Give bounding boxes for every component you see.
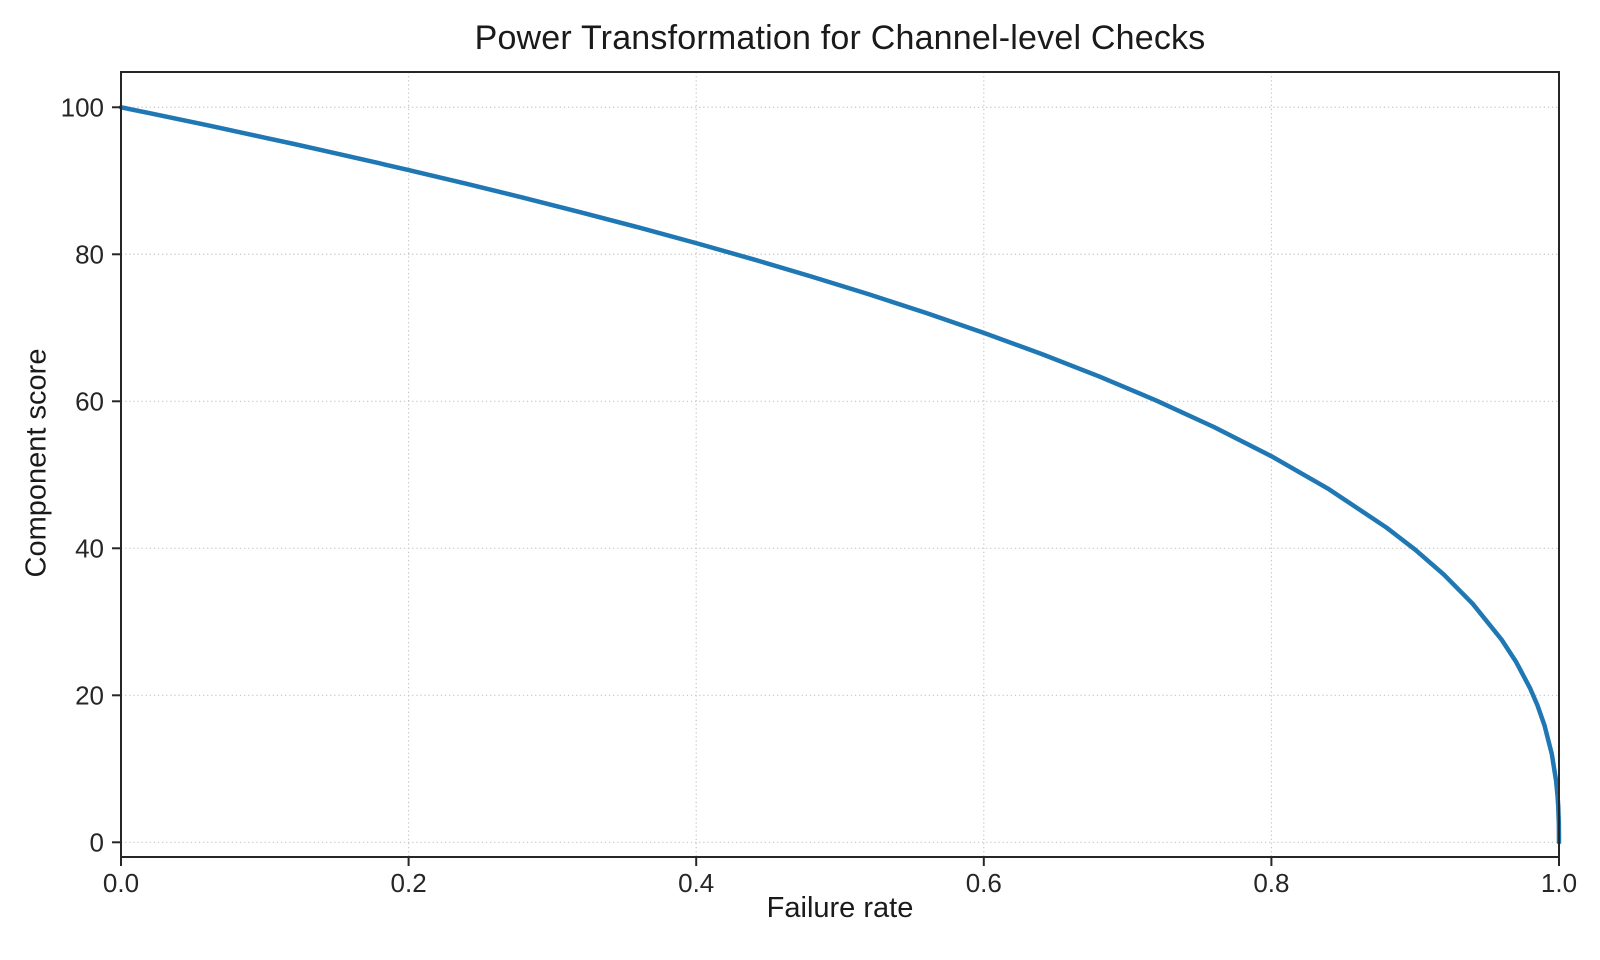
y-axis-label: Component score bbox=[20, 348, 53, 578]
x-tick-label-0.6: 0.6 bbox=[966, 868, 1002, 898]
component-score-curve bbox=[118, 105, 1562, 845]
y-tick-label-0: 0 bbox=[90, 827, 104, 857]
y-tick-label-100: 100 bbox=[61, 92, 104, 122]
x-tick-label-0.4: 0.4 bbox=[678, 868, 714, 898]
y-tick-label-60: 60 bbox=[75, 386, 104, 416]
y-tick-label-80: 80 bbox=[75, 239, 104, 269]
axes-spines bbox=[120, 71, 1560, 858]
y-tick-label-20: 20 bbox=[75, 680, 104, 710]
x-tick-label-0.8: 0.8 bbox=[1253, 868, 1289, 898]
x-tick-label-0.2: 0.2 bbox=[391, 868, 427, 898]
x-tick-label-0.0: 0.0 bbox=[103, 868, 139, 898]
x-tick-label-1.0: 1.0 bbox=[1541, 868, 1577, 898]
y-tick-label-40: 40 bbox=[75, 533, 104, 563]
x-axis-label: Failure rate bbox=[766, 892, 914, 924]
chart-title: Power Transformation for Channel-level C… bbox=[474, 19, 1206, 57]
